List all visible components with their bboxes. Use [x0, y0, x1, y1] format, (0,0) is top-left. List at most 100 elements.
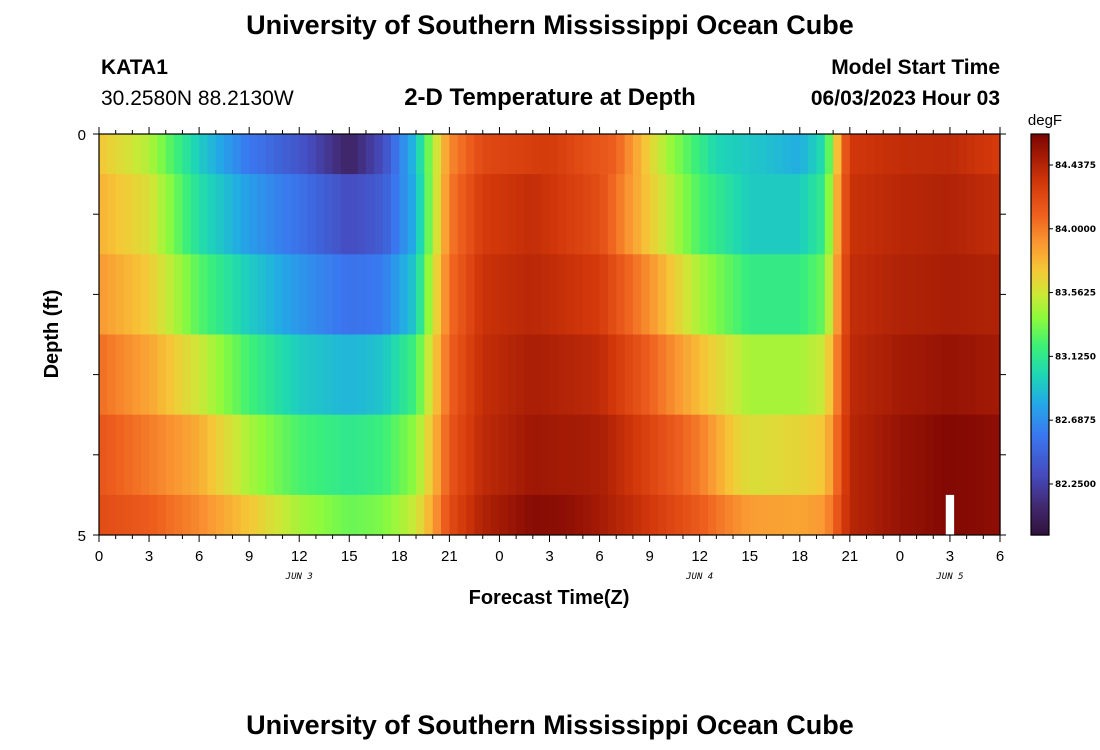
heatmap-cell-r3-c65 — [641, 334, 651, 416]
heatmap-cell-r5-c95 — [891, 494, 901, 536]
heatmap-cell-r4-c77 — [741, 414, 751, 496]
heatmap-cell-r5-c3 — [124, 494, 133, 536]
heatmap-cell-r3-c104 — [966, 334, 976, 416]
heatmap-cell-r2-c32 — [365, 254, 375, 335]
heatmap-cell-r0-c64 — [632, 134, 642, 175]
heatmap-cell-r4-c24 — [299, 414, 309, 496]
heatmap-cell-r2-c104 — [966, 254, 976, 335]
heatmap-cell-r5-c5 — [140, 494, 150, 536]
heatmap-cell-r5-c30 — [349, 494, 359, 536]
heatmap-cell-r4-c75 — [724, 414, 734, 496]
colorbar-segment — [1031, 239, 1049, 243]
colorbar-segment — [1031, 434, 1049, 438]
heatmap-cell-r2-c13 — [207, 254, 217, 335]
heatmap-cell-r1-c11 — [190, 174, 200, 255]
heatmap-cell-r3-c73 — [708, 334, 717, 416]
heatmap-cell-r5-c43 — [457, 494, 467, 536]
heatmap-cell-r0-c70 — [682, 134, 692, 175]
heatmap-cell-r2-c3 — [124, 254, 133, 335]
heatmap-cell-r1-c36 — [399, 174, 409, 255]
heatmap-cell-r3-c67 — [657, 334, 667, 416]
heatmap-cell-r4-c41 — [441, 414, 450, 496]
heatmap-cell-r0-c87 — [824, 134, 834, 175]
heatmap-cell-r2-c66 — [649, 254, 659, 335]
heatmap-cell-r1-c17 — [240, 174, 250, 255]
heatmap-cell-r4-c82 — [783, 414, 793, 496]
heatmap-cell-r5-c0 — [99, 494, 108, 536]
heatmap-cell-r3-c94 — [883, 334, 893, 416]
colorbar-segment — [1031, 444, 1049, 448]
heatmap-cell-r3-c87 — [824, 334, 834, 416]
heatmap-cell-r2-c64 — [632, 254, 642, 335]
colorbar-segment — [1031, 294, 1049, 298]
heatmap-cell-r2-c39 — [424, 254, 434, 335]
heatmap-cell-r1-c88 — [833, 174, 843, 255]
heatmap-cell-r3-c105 — [974, 334, 984, 416]
colorbar-segment — [1031, 194, 1049, 198]
heatmap-cell-r0-c17 — [240, 134, 250, 175]
heatmap-cell-r2-c102 — [949, 254, 959, 335]
heatmap-cell-r3-c86 — [816, 334, 826, 416]
colorbar-segment — [1031, 244, 1049, 248]
colorbar-segment — [1031, 181, 1049, 185]
heatmap-cell-r5-c41 — [441, 494, 450, 536]
heatmap-cell-r2-c63 — [624, 254, 634, 335]
page-title: University of Southern Mississippi Ocean… — [246, 10, 854, 40]
heatmap-cell-r2-c30 — [349, 254, 359, 335]
heatmap-cell-r4-c97 — [908, 414, 918, 496]
heatmap-cell-r2-c9 — [174, 254, 184, 335]
heatmap-cell-r2-c11 — [190, 254, 200, 335]
heatmap-cell-r2-c97 — [908, 254, 918, 335]
heatmap-cell-r5-c18 — [249, 494, 259, 536]
heatmap-cell-r5-c90 — [849, 494, 859, 536]
colorbar-segment — [1031, 464, 1049, 468]
heatmap-cell-r1-c92 — [866, 174, 876, 255]
heatmap-cell-r1-c80 — [766, 174, 776, 255]
heatmap-cell-r4-c54 — [549, 414, 559, 496]
heatmap-cell-r2-c46 — [482, 254, 492, 335]
heatmap-cell-r2-c17 — [240, 254, 250, 335]
heatmap-cell-r4-c48 — [499, 414, 509, 496]
heatmap-cell-r1-c63 — [624, 174, 634, 255]
colorbar-segment — [1031, 339, 1049, 343]
colorbar-segment — [1031, 454, 1049, 458]
heatmap-cell-r0-c73 — [708, 134, 717, 175]
heatmap-cell-r3-c0 — [99, 334, 108, 416]
heatmap-cell-r2-c93 — [874, 254, 884, 335]
heatmap-cell-r1-c66 — [649, 174, 659, 255]
colorbar-segment — [1031, 289, 1049, 293]
colorbar-segment — [1031, 527, 1049, 531]
heatmap-cell-r1-c3 — [124, 174, 133, 255]
heatmap-cell-r1-c79 — [758, 174, 767, 255]
heatmap-cell-r2-c106 — [983, 254, 993, 335]
heatmap-cell-r5-c86 — [816, 494, 826, 536]
heatmap-cell-r0-c30 — [349, 134, 359, 175]
heatmap-cell-r5-c23 — [290, 494, 300, 536]
heatmap-cell-r5-c94 — [883, 494, 893, 536]
heatmap-cell-r3-c5 — [140, 334, 150, 416]
heatmap-cell-r2-c70 — [682, 254, 692, 335]
heatmap-cell-r5-c15 — [224, 494, 234, 536]
heatmap-cell-r2-c50 — [516, 254, 526, 335]
heatmap-cell-r5-c34 — [382, 494, 392, 536]
heatmap-cell-r3-c48 — [499, 334, 509, 416]
heatmap-cell-r1-c7 — [157, 174, 167, 255]
colorbar-segment — [1031, 314, 1049, 318]
heatmap-cell-r0-c9 — [174, 134, 184, 175]
heatmap-cell-r4-c14 — [215, 414, 225, 496]
heatmap-cell-r1-c83 — [791, 174, 801, 255]
heatmap-cell-r0-c95 — [891, 134, 901, 175]
colorbar-segment — [1031, 367, 1049, 371]
heatmap-cell-r2-c56 — [566, 254, 576, 335]
heatmap-cell-r2-c35 — [390, 254, 400, 335]
heatmap-cell-r2-c44 — [466, 254, 476, 335]
heatmap-cell-r2-c92 — [866, 254, 876, 335]
colorbar-segment — [1031, 319, 1049, 323]
heatmap-cell-r4-c84 — [799, 414, 809, 496]
colorbar-segment — [1031, 349, 1049, 353]
colorbar-segment — [1031, 254, 1049, 258]
heatmap-cell-r5-c39 — [424, 494, 434, 536]
heatmap-cell-r3-c45 — [474, 334, 484, 416]
heatmap-cell-r2-c98 — [916, 254, 926, 335]
heatmap-cell-r5-c80 — [766, 494, 776, 536]
